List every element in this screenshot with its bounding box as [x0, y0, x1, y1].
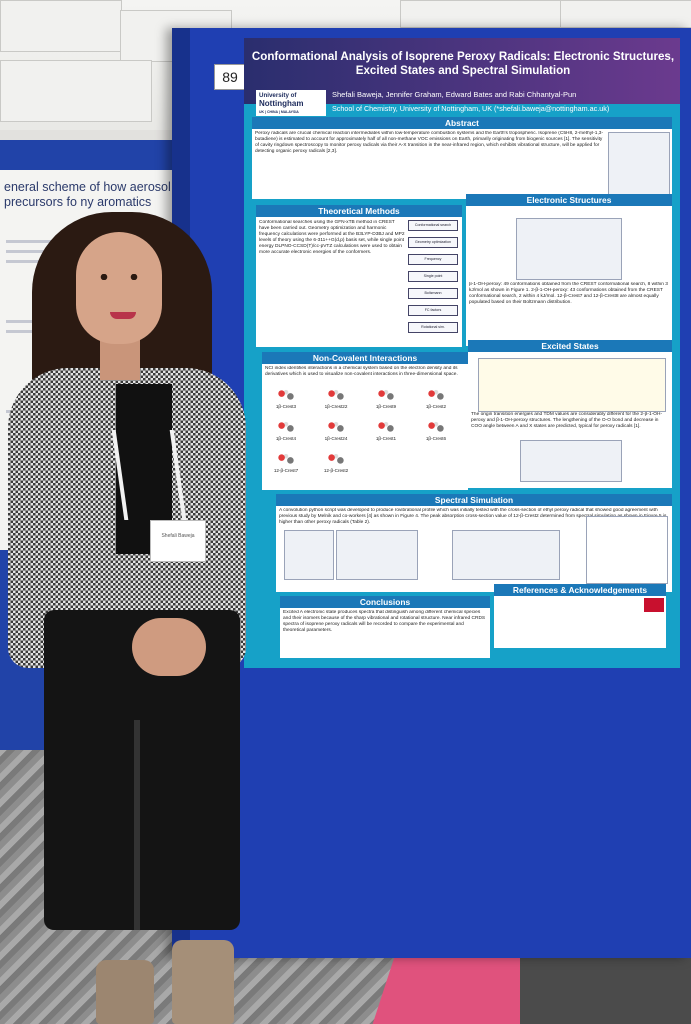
left-poster-title: eneral scheme of how aerosol precursors … — [4, 180, 171, 209]
references-panel — [494, 596, 666, 648]
workflow-diagram: Conformational search Geometry optimizati… — [408, 220, 458, 345]
ceiling-tile — [0, 0, 122, 52]
nci-molecule-grid: 1β-Crest3 1β-Crest22 1β-Crest9 1β-Crest2 1β-… — [265, 386, 465, 486]
spectral-text: A convolution python script was develope… — [279, 508, 667, 525]
methods-text: Conformational searches using the GFN-xT… — [259, 220, 405, 255]
spectrum-plot — [452, 530, 560, 580]
workflow-step: FC factors — [408, 305, 458, 316]
workflow-step: Frequency — [408, 254, 458, 265]
person-face — [76, 232, 162, 344]
molecule-label: 1β-Crest22 — [324, 404, 348, 409]
logo-line: Nottingham — [259, 99, 304, 108]
workflow-step: Single point — [408, 271, 458, 282]
person-smile — [110, 312, 136, 319]
poster-authors: Shefali Baweja, Jennifer Graham, Edward … — [332, 90, 577, 99]
nci-molecule-icon — [325, 388, 347, 402]
nci-molecule-icon — [325, 452, 347, 466]
nci-molecule-icon — [275, 388, 297, 402]
person-hands — [132, 618, 206, 676]
spectrum-plot — [336, 530, 418, 580]
nci-molecule-icon — [425, 420, 447, 434]
right-boot — [172, 940, 234, 1024]
section-header-electronic: Electronic Structures — [466, 194, 672, 206]
conclusions-text: Excited A electronic state produces spec… — [283, 610, 486, 633]
electronic-text: β-1-OH-peroxy: 49 conformations obtained… — [469, 282, 668, 305]
left-boot — [96, 960, 154, 1024]
ceiling-tile — [560, 0, 691, 28]
conclusions-panel — [280, 608, 490, 658]
logo-line: University of — [259, 92, 297, 99]
workflow-step: Rotational sim. — [408, 322, 458, 333]
isoprene-scheme-figure — [608, 132, 670, 196]
section-header-spectral: Spectral Simulation — [276, 494, 672, 506]
workflow-step: Geometry optimization — [408, 237, 458, 248]
molecule-label: 1β-Crest9 — [375, 404, 397, 409]
energy-profile-figure — [516, 218, 622, 280]
nci-molecule-icon — [375, 388, 397, 402]
workflow-step: Boltzmann — [408, 288, 458, 299]
poster-affiliation: School of Chemistry, University of Notti… — [332, 104, 610, 113]
workflow-step: Conformational search — [408, 220, 458, 231]
cross-section-table — [586, 516, 668, 584]
section-header-abstract: Abstract — [252, 117, 672, 129]
molecule-label: 1β-Crest4 — [275, 436, 297, 441]
noncovalent-text: NCI index identifies interactions in a c… — [265, 366, 458, 377]
excited-text: The origin transition energies and TDM v… — [471, 412, 663, 429]
transition-energy-table — [478, 358, 666, 412]
ceiling-tile — [0, 60, 152, 122]
nci-molecule-icon — [425, 388, 447, 402]
nci-molecule-icon — [375, 420, 397, 434]
molecule-label: 1β-Crest1 — [375, 436, 397, 441]
section-header-excited: Excited States — [468, 340, 672, 352]
section-header-methods: Theoretical Methods — [256, 205, 462, 217]
lanyard — [111, 430, 187, 520]
section-header-noncovalent: Non-Covalent Interactions — [262, 352, 468, 364]
spectrum-plot — [284, 530, 334, 580]
nci-molecule-icon — [325, 420, 347, 434]
ceiling-tile — [400, 0, 562, 28]
molecule-label: 1β-Crest6 — [425, 436, 447, 441]
excited-state-structure-figure — [520, 440, 622, 482]
molecule-label: 1β-Crest24 — [324, 436, 348, 441]
name-badge: Shefali Baweja — [150, 520, 206, 562]
booth-number: 89 — [214, 64, 246, 90]
molecule-label: 12-β-Crest7 — [273, 468, 299, 473]
university-logo: University of Nottingham UK | CHINA | MA… — [256, 90, 326, 116]
nci-molecule-icon — [275, 452, 297, 466]
funder-logo — [644, 598, 664, 612]
logo-line: UK | CHINA | MALAYSIA — [259, 110, 299, 114]
section-header-conclusions: Conclusions — [280, 596, 490, 608]
poster-title: Conformational Analysis of Isoprene Pero… — [251, 50, 675, 77]
molecule-label: 1β-Crest3 — [275, 404, 297, 409]
molecule-label: 1β-Crest2 — [425, 404, 447, 409]
person-eyes — [96, 274, 142, 280]
abstract-panel — [252, 129, 672, 199]
nci-molecule-icon — [275, 420, 297, 434]
trouser-leg-gap — [134, 720, 140, 930]
molecule-label: 12-β-Crest2 — [323, 468, 349, 473]
section-header-references: References & Acknowledgements — [494, 584, 666, 596]
abstract-text: Peroxy radicals are crucial chemical rea… — [255, 131, 604, 154]
